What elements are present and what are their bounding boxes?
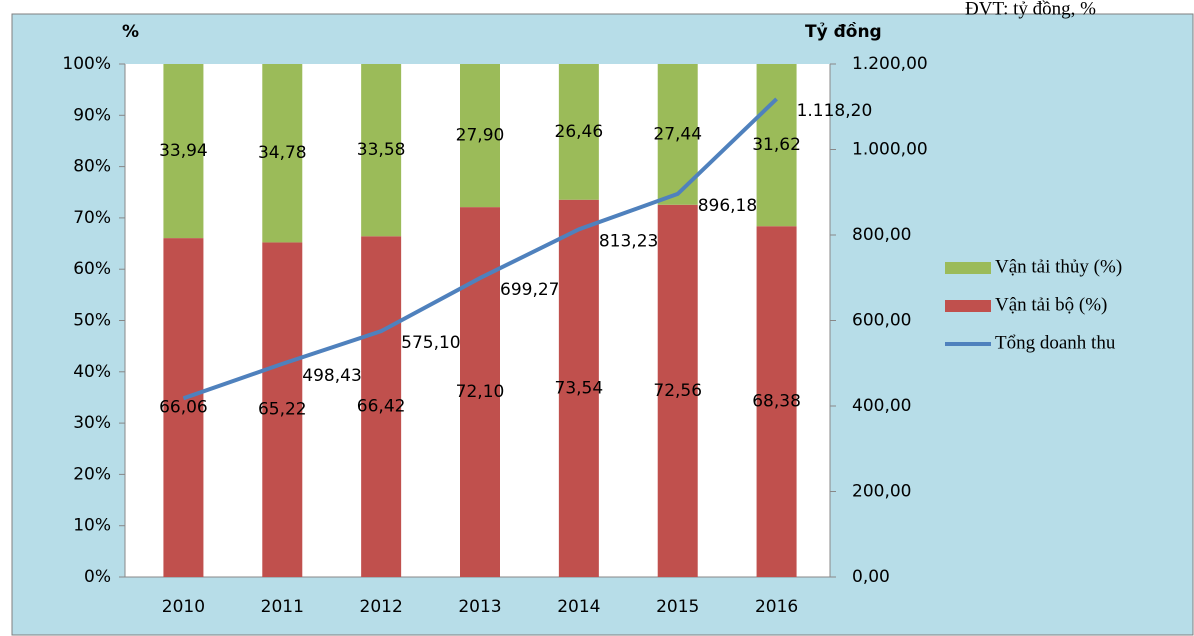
y-axis-title: % [122,22,139,42]
bar [460,64,500,208]
line-value-label: 575,10 [401,333,460,353]
y-tick-label: 60% [73,259,111,279]
bar-value-label: 33,94 [159,141,208,161]
bar-value-label: 31,62 [752,135,801,155]
bar [558,64,599,200]
bar-value-label: 65,22 [258,400,307,420]
bar-value-label: 27,90 [456,126,505,146]
x-tick-label: 2015 [656,597,699,617]
line [182,97,778,401]
x-tick-label: 2012 [360,597,403,617]
x-tick-label: 2010 [162,597,205,617]
y-tick-label: 50% [73,311,111,331]
y2-tick-label: 400,00 [852,396,911,416]
y2-tick-label: 1.200,00 [852,54,928,74]
y-tick-label: 10% [73,516,111,536]
y2-tick-label: 800,00 [852,225,911,245]
legend-label: Vận tải thủy (%) [995,256,1122,277]
bar-value-label: 73,54 [555,378,604,398]
y-tick-label: 80% [73,157,111,177]
line-value-label: 813,23 [599,231,658,251]
y2-axis-title: Tỷ đồng [805,21,882,42]
y-tick-label: 20% [73,464,111,484]
bar [756,226,797,577]
y-tick-label: 40% [73,362,111,382]
legend-label: Vận tải bộ (%) [995,294,1107,315]
bar [756,64,797,227]
legend-swatch [945,262,991,274]
x-tick-label: 2014 [557,597,600,617]
bar [460,207,500,577]
y-tick-label: 70% [73,208,111,228]
y2-tick-label: 0,00 [852,567,890,587]
y-tick-label: 0% [84,567,111,587]
x-tick-label: 2011 [261,597,304,617]
y-tick-label: 100% [62,54,111,74]
bar-value-label: 72,10 [456,382,505,402]
bar-value-label: 27,44 [653,124,702,144]
bar-value-label: 26,46 [555,122,604,142]
bar [558,199,599,577]
bar [361,236,402,578]
line-value-label: 1.118,20 [797,101,873,121]
bar [657,204,698,577]
bar-value-label: 66,06 [159,398,208,418]
line-value-label: 498,43 [302,366,361,386]
line-value-label: 896,18 [698,196,757,216]
bar [262,64,303,243]
bar [163,64,204,239]
bar [262,242,303,578]
legend-label: Tổng doanh thu [995,332,1116,353]
line-value-label: 699,27 [500,280,559,300]
x-tick-label: 2013 [458,597,501,617]
bar-value-label: 68,38 [752,392,801,412]
legend-swatch [945,300,991,312]
bar [163,238,204,578]
y-tick-label: 30% [73,413,111,433]
x-tick-label: 2016 [755,597,798,617]
bar-value-label: 72,56 [653,381,702,401]
bar-value-label: 33,58 [357,140,406,160]
y2-tick-label: 600,00 [852,311,911,331]
y-tick-label: 90% [73,105,111,125]
bar-value-label: 34,78 [258,143,307,163]
unit-note: ĐVT: tỷ đồng, % [965,0,1096,19]
bar-value-label: 66,42 [357,397,406,417]
y2-tick-label: 1.000,00 [852,140,928,160]
bar [361,64,402,237]
y2-tick-label: 200,00 [852,482,911,502]
